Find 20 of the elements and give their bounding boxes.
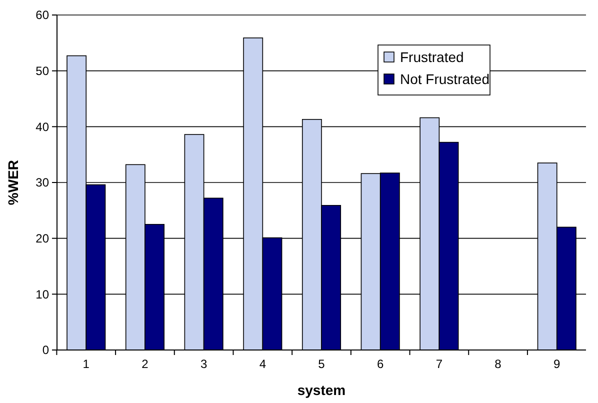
- y-tick-label: 40: [36, 120, 50, 134]
- y-tick-label: 50: [36, 64, 50, 78]
- legend-label: Not Frustrated: [400, 70, 490, 87]
- x-tick-label: 3: [200, 357, 208, 371]
- y-axis-title: %WER: [5, 160, 21, 206]
- x-tick-label: 9: [554, 357, 561, 371]
- x-axis-title: system: [297, 382, 346, 398]
- y-tick-label: 30: [36, 176, 50, 190]
- x-tick-label: 7: [436, 357, 443, 371]
- x-tick-label: 4: [259, 357, 266, 371]
- x-tick-label: 5: [318, 357, 326, 371]
- legend-label: Frustrated: [400, 48, 464, 65]
- y-tick-label: 60: [36, 8, 50, 22]
- x-tick-label: 2: [142, 357, 149, 371]
- x-tick-label: 8: [494, 357, 502, 371]
- y-tick-label: 20: [36, 232, 50, 246]
- y-tick-label: 10: [36, 287, 50, 302]
- x-tick-label: 6: [377, 357, 384, 371]
- y-tick-label: 0: [42, 343, 50, 358]
- x-tick-label: 1: [82, 357, 90, 371]
